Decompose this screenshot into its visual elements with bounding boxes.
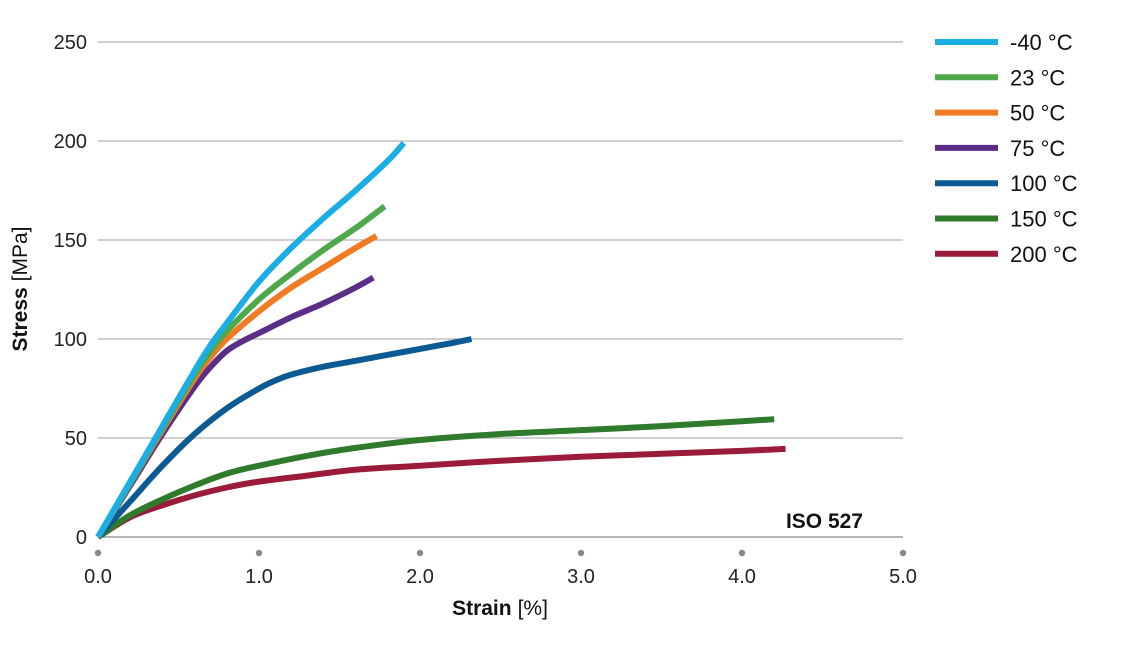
legend-label-1: 23 °C [1010,65,1065,90]
y-tick-label-50: 50 [65,428,87,450]
series-line-5 [96,416,775,540]
x-tick-dot-5 [899,549,907,557]
x-tick-label-3: 3.0 [567,566,595,588]
x-axis-title-unit: [%] [518,597,548,620]
y-tick-label-200: 200 [54,131,87,153]
y-tick-label-250: 250 [54,32,87,54]
y-tick-label-0: 0 [76,527,87,549]
series-lines [95,140,786,540]
legend-label-6: 200 °C [1010,242,1078,267]
y-axis-title-unit: [MPa] [9,226,32,281]
x-tick-label-4: 4.0 [728,566,756,588]
x-tick-dot-0 [94,549,102,557]
x-tick-dot-3 [577,549,585,557]
legend: -40 °C 23 °C 50 °C 75 °C 100 °C 150 °C 200 °C [935,30,1078,267]
x-axis-title: Strain [%] [452,597,548,620]
y-axis-title: Stress [MPa] [9,226,32,351]
x-tick-label-2: 2.0 [406,566,434,588]
legend-label-0: -40 °C [1010,30,1073,55]
series-line-0 [95,140,407,539]
grid-lines [98,41,903,538]
y-axis-title-main: Stress [9,287,32,351]
x-tick-label-0: 0.0 [84,566,112,588]
x-axis-title-main: Strain [452,597,512,620]
legend-label-2: 50 °C [1010,101,1065,126]
x-tick-dot-2 [416,549,424,557]
iso-annotation: ISO 527 [786,510,863,533]
y-axis-tick-labels: 0 50 100 150 200 250 [54,32,87,549]
y-tick-label-100: 100 [54,329,87,351]
series-line-6 [96,445,786,540]
x-tick-label-5: 5.0 [889,566,917,588]
legend-label-5: 150 °C [1010,207,1078,232]
legend-label-4: 100 °C [1010,171,1078,196]
x-tick-label-1: 1.0 [245,566,273,588]
series-line-4 [95,336,473,540]
x-axis-tick-dots [94,549,907,557]
y-tick-label-150: 150 [54,230,87,252]
legend-label-3: 75 °C [1010,136,1065,161]
x-tick-dot-4 [738,549,746,557]
x-axis-tick-labels: 0.0 1.0 2.0 3.0 4.0 5.0 [84,566,917,588]
series-line-3 [95,275,375,539]
x-tick-dot-1 [255,549,263,557]
